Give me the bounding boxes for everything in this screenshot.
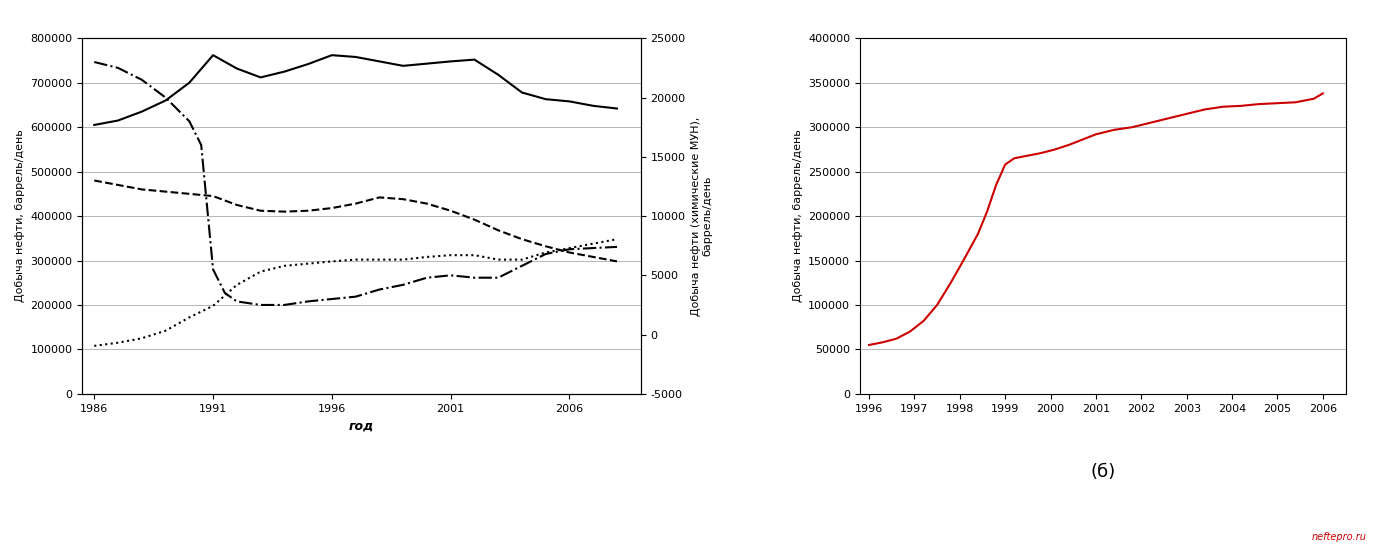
- X-axis label: год: год: [349, 419, 375, 432]
- Y-axis label: Добыча нефти, баррель/день: Добыча нефти, баррель/день: [15, 130, 25, 302]
- Y-axis label: Добыча нефти, баррель/день: Добыча нефти, баррель/день: [792, 130, 803, 302]
- Text: neftepro.ru: neftepro.ru: [1311, 532, 1366, 542]
- Y-axis label: Добыча нефти (химические МУН),
баррель/день: Добыча нефти (химические МУН), баррель/д…: [691, 117, 713, 316]
- Text: (б): (б): [1090, 463, 1115, 481]
